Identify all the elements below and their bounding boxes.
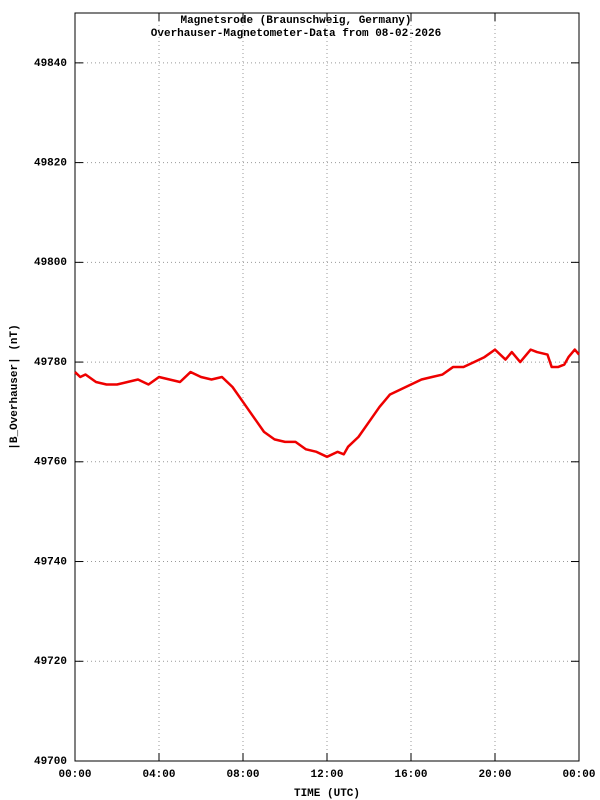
y-tick-label: 49800 [34,257,67,269]
x-tick-label: 00:00 [562,769,595,781]
y-tick-label: 49720 [34,656,67,668]
x-tick-label: 04:00 [142,769,175,781]
x-tick-label: 20:00 [478,769,511,781]
x-tick-label: 16:00 [394,769,427,781]
x-tick-label: 08:00 [226,769,259,781]
x-tick-label: 00:00 [58,769,91,781]
y-axis-label: |B_Overhauser| (nT) [9,324,21,449]
y-tick-label: 49820 [34,158,67,170]
y-tick-label: 49780 [34,357,67,369]
data-line [74,348,580,459]
x-axis-label: TIME (UTC) [294,788,360,800]
y-tick-label: 49760 [34,457,67,469]
chart-subtitle: Overhauser-Magnetometer-Data from 08-02-… [151,28,441,40]
y-tick-label: 49840 [34,58,67,70]
y-tick-label: 49740 [34,556,67,568]
plot-frame [74,12,580,762]
chart-title: Magnetsrode (Braunschweig, Germany) [180,15,411,27]
y-tick-label: 49700 [34,756,67,768]
x-tick-label: 12:00 [310,769,343,781]
